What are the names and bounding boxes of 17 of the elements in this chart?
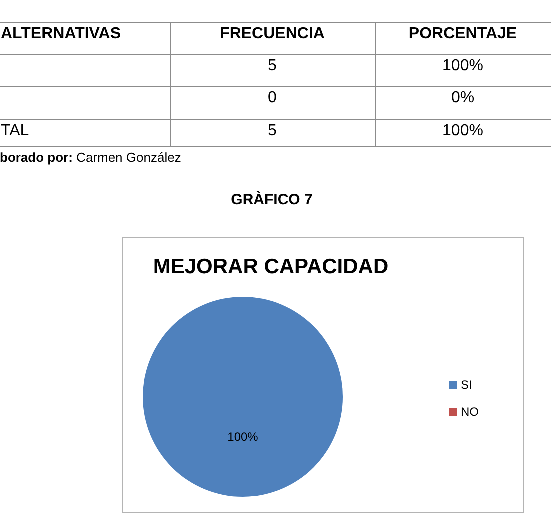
legend-label: SI xyxy=(461,378,472,392)
text: PORCENTAJE xyxy=(408,26,518,42)
text: FRECUENCIA xyxy=(220,26,326,42)
text: borado por: xyxy=(0,150,73,164)
text: 100% xyxy=(442,58,484,74)
text: 100% xyxy=(442,122,484,140)
text: GRÀFICO 7 xyxy=(231,190,313,208)
text: 5 xyxy=(268,122,278,140)
text: 0 xyxy=(268,90,278,106)
text: Carmen González xyxy=(72,150,182,164)
data-label: 100% xyxy=(228,430,259,444)
text: ALTERNATIVAS xyxy=(1,26,122,42)
text: 0% xyxy=(451,90,475,106)
text: TAL xyxy=(1,122,30,140)
text: 5 xyxy=(268,58,278,74)
chart-title: MEJORAR CAPACIDAD xyxy=(153,256,389,278)
legend-label: NO xyxy=(461,405,479,419)
